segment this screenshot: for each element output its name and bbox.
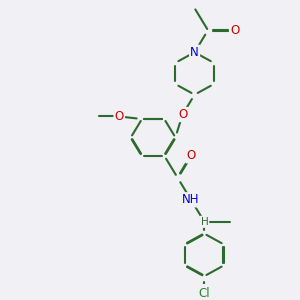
Text: N: N: [190, 46, 199, 59]
Text: O: O: [115, 110, 124, 123]
Text: NH: NH: [182, 193, 200, 206]
Text: Cl: Cl: [199, 287, 210, 300]
Text: O: O: [178, 108, 187, 121]
Text: O: O: [186, 149, 196, 162]
Text: O: O: [230, 24, 239, 37]
Text: H: H: [200, 217, 208, 227]
